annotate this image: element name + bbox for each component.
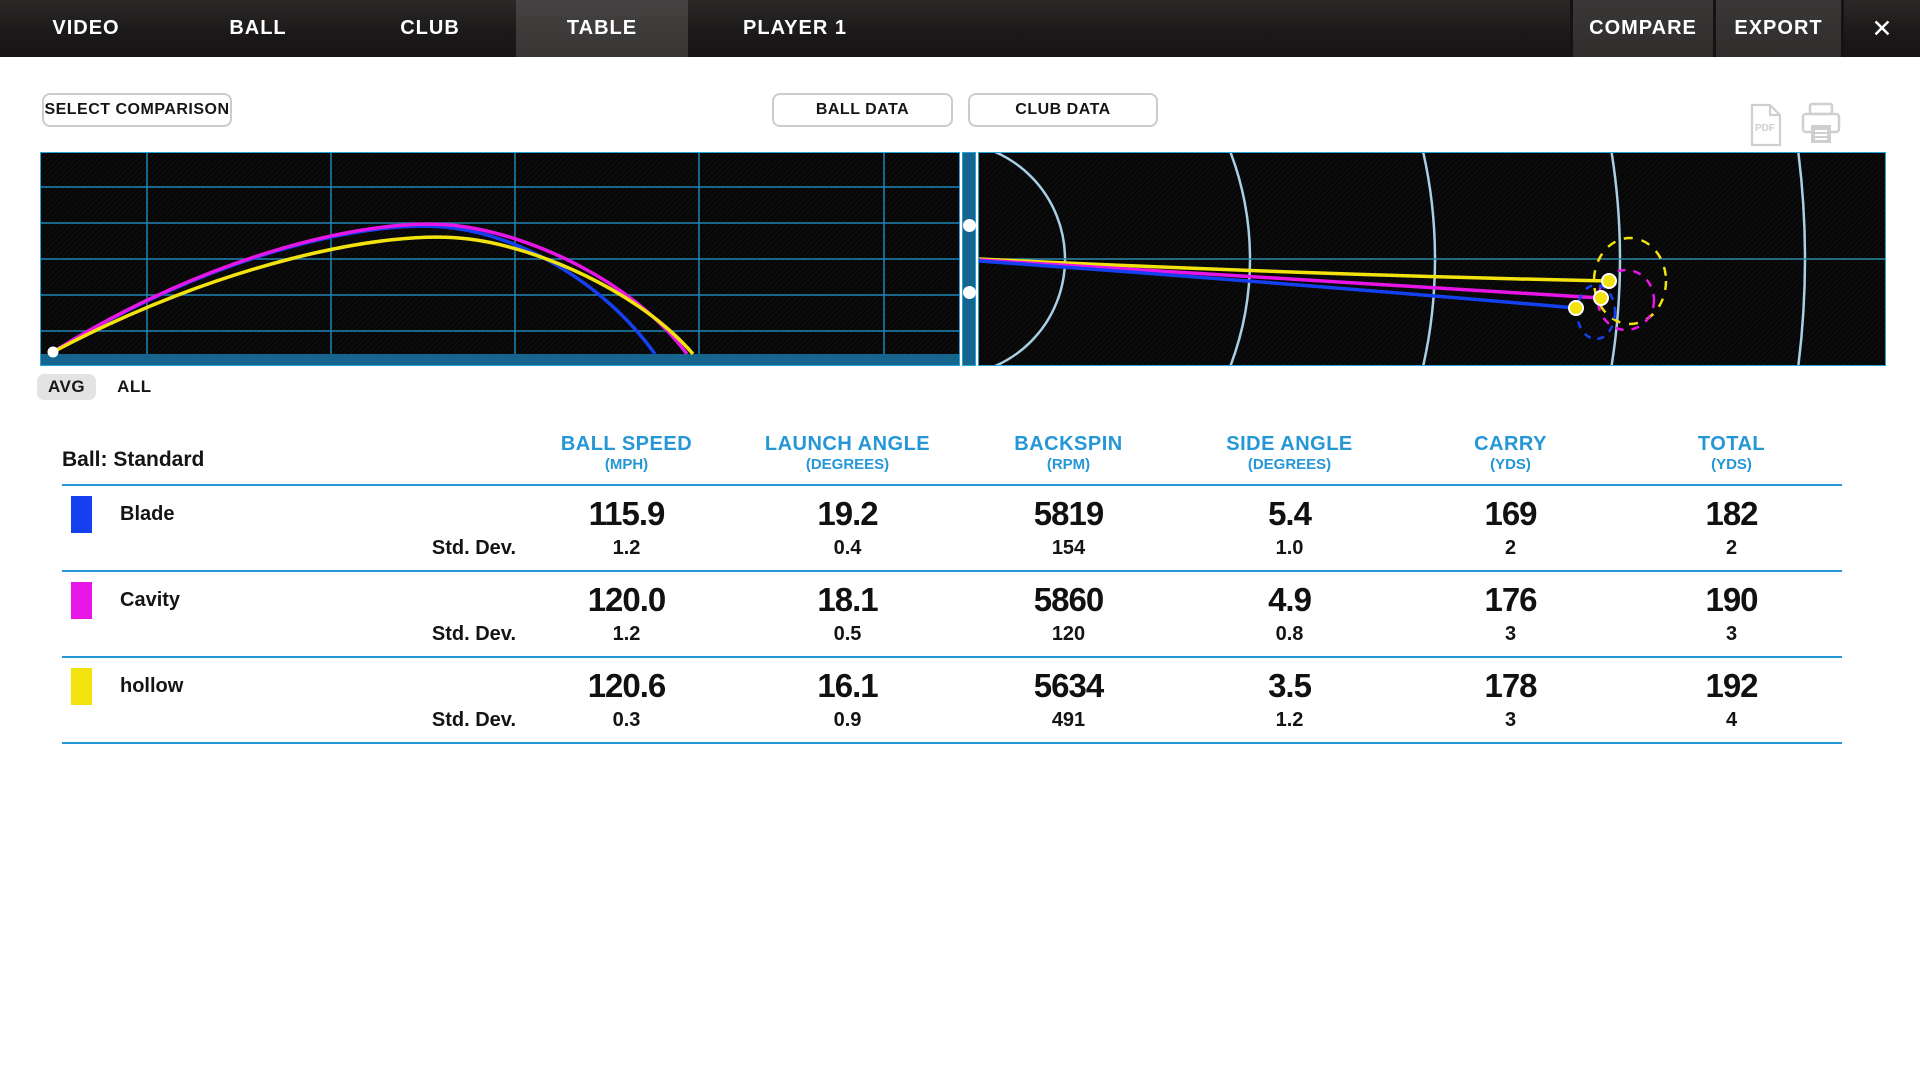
- ball-context-label: Ball: Standard: [62, 448, 205, 471]
- value-total: 192: [1705, 667, 1758, 705]
- grid-lines: [41, 153, 959, 354]
- nav-spacer: [902, 0, 1570, 57]
- trajectory-hollow: [52, 235, 695, 356]
- table-header: Ball: Standard BALL SPEED (MPH) LAUNCH AN…: [62, 432, 1842, 486]
- compare-button[interactable]: COMPARE: [1570, 0, 1713, 57]
- dispersion-ellipse-hollow: [1592, 236, 1668, 326]
- all-tab[interactable]: ALL: [117, 377, 152, 396]
- std-ball-speed: 1.2: [612, 623, 641, 645]
- std-backspin: 491: [1051, 709, 1086, 731]
- value-launch-angle: 19.2: [817, 495, 878, 533]
- table-row-cavity: Cavity 120.0 18.1 5860 4.9 176 190 Std. …: [62, 572, 1842, 658]
- value-carry: 178: [1484, 667, 1537, 705]
- std-carry: 3: [1504, 709, 1517, 731]
- landing-dots: [1568, 273, 1617, 316]
- topview-line-cavity: [979, 258, 1602, 300]
- avg-tab[interactable]: AVG: [37, 374, 97, 400]
- value-carry: 169: [1484, 495, 1537, 533]
- std-side-angle: 0.8: [1275, 623, 1304, 645]
- print-icon[interactable]: [1798, 101, 1844, 147]
- value-launch-angle: 18.1: [817, 581, 878, 619]
- value-total: 182: [1705, 495, 1758, 533]
- value-carry: 176: [1484, 581, 1537, 619]
- ground-bar: [41, 354, 959, 365]
- std-total: 4: [1725, 709, 1738, 731]
- column-header-side-angle: SIDE ANGLE (DEGREES): [1226, 433, 1353, 473]
- std-launch-angle: 0.9: [833, 709, 862, 731]
- value-side-angle: 5.4: [1268, 495, 1312, 533]
- close-button[interactable]: ✕: [1841, 0, 1920, 57]
- std-carry: 2: [1504, 537, 1517, 559]
- std-backspin: 154: [1051, 537, 1086, 559]
- pdf-label: PDF: [1755, 123, 1775, 134]
- std-backspin: 120: [1051, 623, 1086, 645]
- value-backspin: 5860: [1033, 581, 1104, 619]
- series-swatch-hollow: [71, 668, 92, 705]
- value-side-angle: 4.9: [1268, 581, 1312, 619]
- value-ball-speed: 115.9: [588, 495, 666, 533]
- value-side-angle: 3.5: [1268, 667, 1312, 705]
- std-launch-angle: 0.4: [833, 537, 862, 559]
- value-backspin: 5819: [1033, 495, 1104, 533]
- select-comparison-button[interactable]: SELECT COMPARISON: [42, 93, 232, 127]
- column-header-ball-speed: BALL SPEED (MPH): [560, 433, 693, 473]
- series-name: hollow: [120, 675, 184, 697]
- std-ball-speed: 1.2: [612, 537, 641, 559]
- top-view-chart[interactable]: [978, 152, 1886, 366]
- std-dev-label: Std. Dev.: [431, 623, 516, 645]
- column-header-carry: CARRY (YDS): [1474, 433, 1547, 473]
- tab-video[interactable]: VIDEO: [52, 17, 120, 39]
- table-row-hollow: hollow 120.6 16.1 5634 3.5 178 192 Std. …: [62, 658, 1842, 744]
- topview-line-hollow: [979, 257, 1610, 283]
- std-side-angle: 1.2: [1275, 709, 1304, 731]
- value-backspin: 5634: [1033, 667, 1104, 705]
- std-side-angle: 1.0: [1275, 537, 1304, 559]
- column-header-total: TOTAL (YDS): [1697, 433, 1766, 473]
- table-row-blade: Blade 115.9 19.2 5819 5.4 169 182 Std. D…: [62, 486, 1842, 572]
- landing-dot-blade: [1568, 300, 1584, 316]
- split-handle-dot[interactable]: [963, 286, 976, 299]
- landing-dot-hollow: [1601, 273, 1617, 289]
- toolbar: SELECT COMPARISON BALL DATA CLUB DATA PD…: [0, 57, 1920, 152]
- trajectory-cavity: [52, 222, 689, 356]
- club-data-button[interactable]: CLUB DATA: [968, 93, 1158, 127]
- std-launch-angle: 0.5: [833, 623, 862, 645]
- charts-region: [0, 152, 1920, 366]
- tab-table[interactable]: TABLE: [516, 0, 688, 57]
- column-header-backspin: BACKSPIN (RPM): [1014, 433, 1123, 473]
- std-dev-label: Std. Dev.: [431, 537, 516, 559]
- chart-split-handle[interactable]: [962, 152, 976, 366]
- tab-player-1[interactable]: PLAYER 1: [743, 17, 847, 39]
- ball-data-button[interactable]: BALL DATA: [772, 93, 953, 127]
- launch-origin-dot: [47, 346, 59, 358]
- std-carry: 3: [1504, 623, 1517, 645]
- value-ball-speed: 120.0: [587, 581, 667, 619]
- tab-club[interactable]: CLUB: [400, 17, 460, 39]
- app-window: VIDEO BALL CLUB TABLE PLAYER 1 COMPARE E…: [0, 0, 1920, 744]
- std-dev-label: Std. Dev.: [431, 709, 516, 731]
- value-launch-angle: 16.1: [817, 667, 878, 705]
- series-swatch-cavity: [71, 582, 92, 619]
- export-button[interactable]: EXPORT: [1713, 0, 1841, 57]
- avg-all-toggle: AVG ALL: [37, 374, 1920, 400]
- data-table: Ball: Standard BALL SPEED (MPH) LAUNCH AN…: [62, 432, 1842, 744]
- close-icon: ✕: [1871, 14, 1893, 43]
- split-handle-dot[interactable]: [963, 219, 976, 232]
- pdf-export-icon[interactable]: PDF: [1748, 103, 1784, 147]
- topview-line-blade: [979, 259, 1577, 310]
- landing-dot-cavity: [1593, 290, 1609, 306]
- dispersion-ellipse-cavity: [1596, 268, 1656, 332]
- value-ball-speed: 120.6: [587, 667, 667, 705]
- std-total: 2: [1725, 537, 1738, 559]
- series-name: Blade: [120, 503, 175, 525]
- column-header-launch-angle: LAUNCH ANGLE (DEGREES): [764, 433, 931, 473]
- value-total: 190: [1705, 581, 1758, 619]
- std-ball-speed: 0.3: [612, 709, 641, 731]
- tab-ball[interactable]: BALL: [229, 17, 287, 39]
- std-total: 3: [1725, 623, 1738, 645]
- side-view-chart[interactable]: [40, 152, 960, 366]
- series-swatch-blade: [71, 496, 92, 533]
- series-name: Cavity: [120, 589, 181, 611]
- top-nav: VIDEO BALL CLUB TABLE PLAYER 1 COMPARE E…: [0, 0, 1920, 57]
